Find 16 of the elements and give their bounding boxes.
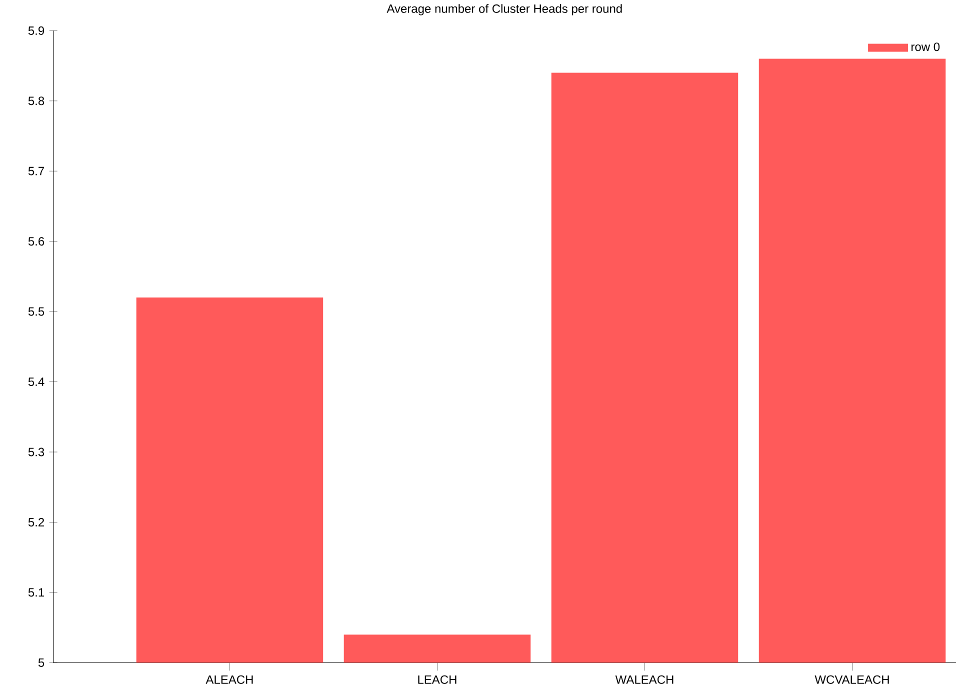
x-tick-label: ALEACH bbox=[206, 675, 253, 684]
y-tick-label: 5.3 bbox=[28, 448, 44, 456]
y-tick-label: 5.7 bbox=[28, 166, 44, 176]
x-tick-label: WALEACH bbox=[615, 675, 674, 684]
y-tick-label: 5.9 bbox=[28, 26, 44, 35]
y-tick-label: 5 bbox=[38, 658, 44, 667]
y-tick-label: 5.1 bbox=[28, 588, 44, 597]
legend-label: row 0 bbox=[912, 42, 940, 52]
y-tick-label: 5.5 bbox=[28, 307, 44, 316]
y-tick-label: 5.2 bbox=[28, 518, 44, 526]
chart-title: Average number of Cluster Heads per round bbox=[386, 4, 622, 16]
y-tick-label: 5.6 bbox=[28, 237, 44, 246]
y-tick-label: 5.8 bbox=[28, 96, 44, 106]
x-tick-label: WCVALEACH bbox=[814, 675, 889, 684]
y-tick-label: 5.4 bbox=[28, 378, 44, 386]
x-tick-label: LEACH bbox=[418, 675, 456, 684]
